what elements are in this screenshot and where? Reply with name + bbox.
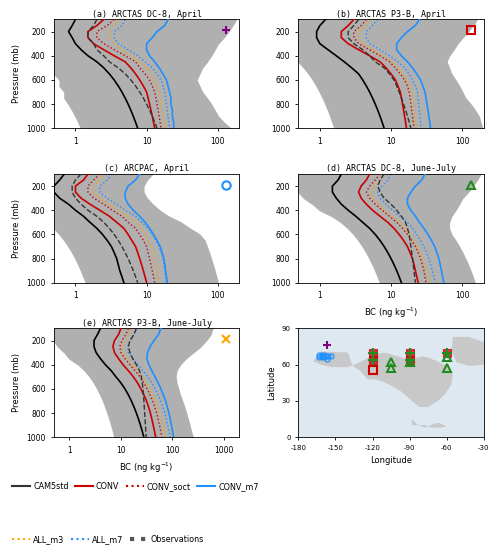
Polygon shape (313, 351, 453, 407)
Y-axis label: Latitude: Latitude (267, 365, 276, 400)
Title: (e) ARCTAS P3-B, June-July: (e) ARCTAS P3-B, June-July (82, 319, 212, 328)
Polygon shape (452, 337, 491, 366)
X-axis label: BC (ng kg$^{-1}$): BC (ng kg$^{-1}$) (119, 460, 174, 475)
X-axis label: BC (ng kg$^{-1}$): BC (ng kg$^{-1}$) (364, 306, 418, 320)
Y-axis label: Pressure (mb): Pressure (mb) (12, 45, 21, 104)
X-axis label: Longitude: Longitude (370, 456, 412, 466)
Title: (d) ARCTAS DC-8, June-July: (d) ARCTAS DC-8, June-July (326, 164, 456, 173)
Legend: ALL_m3, ALL_m7, Observations: ALL_m3, ALL_m7, Observations (9, 532, 207, 548)
Legend: CAM5std, CONV, CONV_soct, CONV_m7: CAM5std, CONV, CONV_soct, CONV_m7 (9, 479, 262, 495)
Y-axis label: Pressure (mb): Pressure (mb) (12, 353, 21, 412)
Title: (c) ARCPAC, April: (c) ARCPAC, April (104, 164, 189, 173)
Polygon shape (412, 419, 447, 428)
Y-axis label: Pressure (mb): Pressure (mb) (12, 199, 21, 258)
Title: (a) ARCTAS DC-8, April: (a) ARCTAS DC-8, April (92, 9, 202, 19)
Title: (b) ARCTAS P3-B, April: (b) ARCTAS P3-B, April (336, 9, 446, 19)
